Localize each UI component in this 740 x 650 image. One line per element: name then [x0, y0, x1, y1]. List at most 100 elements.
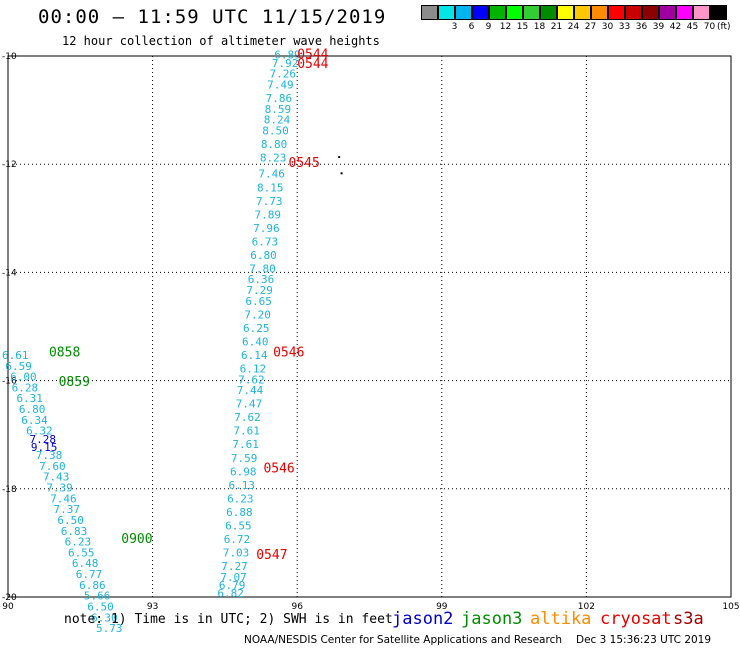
legend-jason2: jason2	[392, 609, 454, 629]
swh-value: 7.92	[272, 57, 299, 70]
footer-timestamp: Dec 3 15:36:23 UTC 2019	[576, 634, 712, 646]
swh-value: 6.50	[57, 514, 84, 527]
pass-time-label: 0545	[289, 156, 320, 171]
x-tick-label: 90	[2, 602, 14, 612]
swh-value: 7.60	[39, 460, 66, 473]
swh-value: 7.96	[253, 222, 280, 235]
y-tick-label: -20	[2, 593, 17, 603]
swh-value: 6.88	[226, 506, 253, 519]
swh-value: 5.66	[84, 590, 111, 603]
footer: NOAA/NESDIS Center for Satellite Applica…	[244, 634, 711, 646]
legend-cryosat: cryosat	[600, 609, 672, 629]
swh-value: 6.59	[5, 360, 32, 373]
swh-value: 6.61	[2, 349, 29, 362]
swh-value: 7.46	[50, 492, 77, 505]
swh-value: 7.59	[231, 452, 258, 465]
swh-value: 6.00	[10, 371, 37, 384]
y-tick-label: -10	[2, 52, 17, 62]
pass-time-label: 0547	[256, 548, 287, 563]
swh-value: 6.14	[241, 349, 268, 362]
swh-value: 7.47	[236, 398, 263, 411]
swh-value: 6.65	[245, 295, 272, 308]
scale-label: 33	[618, 22, 631, 32]
scale-swatch	[438, 5, 455, 20]
legend-jason3: jason3	[461, 609, 523, 629]
swh-value: 6.86	[79, 579, 106, 592]
legend-altika: altika	[530, 609, 592, 629]
x-tick-label: 102	[578, 602, 595, 612]
page-subtitle: 12 hour collection of altimeter wave hei…	[62, 34, 380, 48]
scale-swatch	[540, 5, 557, 20]
scale-swatch	[591, 5, 608, 20]
swh-value: 6.73	[252, 235, 279, 248]
scale-label: 45	[686, 22, 699, 32]
scale-label: 70	[703, 22, 716, 32]
swh-value: 8.59	[265, 103, 292, 116]
swh-value: 7.89	[255, 208, 282, 221]
scale-label: 18	[533, 22, 546, 32]
swh-value: 6.23	[65, 536, 92, 549]
swh-value: 6.72	[224, 533, 251, 546]
scale-swatch	[523, 5, 540, 20]
swh-value: 6.80	[250, 249, 277, 262]
scale-swatch	[489, 5, 506, 20]
pass-time-label: 0546	[273, 345, 304, 360]
swh-value: 7.62	[234, 411, 261, 424]
scale-swatch	[455, 5, 472, 20]
scale-label: 24	[567, 22, 580, 32]
swh-value: 6.12	[240, 362, 267, 375]
scale-label: 9	[485, 22, 492, 32]
scale-swatch	[557, 5, 574, 20]
swh-value: 9.15	[31, 441, 58, 454]
swh-value: 7.07	[220, 571, 247, 584]
scale-label: 39	[652, 22, 665, 32]
pass-time-label: 0859	[59, 375, 90, 390]
scale-unit: (ft)	[717, 22, 731, 32]
scale-swatch	[608, 5, 625, 20]
swh-value: 6.83	[61, 525, 88, 538]
swh-value: 6.48	[72, 557, 99, 570]
swh-value: 8.23	[260, 151, 287, 164]
scale-swatch	[693, 5, 710, 20]
swh-value: 6.30	[91, 611, 118, 624]
swh-value: 7.27	[221, 560, 248, 573]
swh-value: 6.89	[274, 49, 301, 62]
swh-value: 8.80	[261, 138, 288, 151]
note-text: note: 1) Time is in UTC; 2) SWH is in fe…	[64, 612, 393, 627]
swh-value: 5.73	[96, 622, 123, 635]
swh-value: 6.31	[16, 392, 43, 405]
swh-value: 7.29	[246, 284, 273, 297]
swh-value: 7.28	[29, 433, 56, 446]
swh-value: 6.55	[68, 546, 95, 559]
scale-swatch	[472, 5, 489, 20]
swh-value: 7.39	[46, 482, 73, 495]
swh-value: 7.86	[266, 92, 293, 105]
swh-value: 7.37	[54, 503, 81, 516]
x-tick-label: 99	[436, 602, 448, 612]
scale-label: 36	[635, 22, 648, 32]
scale-swatch	[421, 5, 438, 20]
pass-time-label: 0546	[263, 462, 294, 477]
scale-swatch	[642, 5, 659, 20]
swh-value: 6.80	[19, 403, 46, 416]
scale-label: 21	[550, 22, 563, 32]
scale-swatch	[710, 5, 727, 20]
swh-value: 7.46	[258, 168, 285, 181]
pass-time-label: 0544	[297, 48, 328, 63]
island-marker	[338, 156, 341, 159]
pass-time-label: 0900	[121, 532, 152, 547]
swh-value: 7.43	[43, 471, 70, 484]
swh-value: 7.62	[238, 373, 265, 386]
y-tick-label: -16	[2, 377, 17, 387]
swh-value: 7.38	[36, 449, 63, 462]
scale-label: 12	[499, 22, 512, 32]
scale-swatch	[625, 5, 642, 20]
x-tick-label: 96	[291, 602, 303, 612]
swh-value: 6.40	[242, 335, 269, 348]
island-marker	[340, 172, 343, 175]
swh-value: 7.20	[244, 308, 271, 321]
swh-value: 7.80	[249, 262, 276, 275]
swh-value: 6.28	[12, 381, 39, 394]
swh-value: 7.73	[256, 195, 283, 208]
